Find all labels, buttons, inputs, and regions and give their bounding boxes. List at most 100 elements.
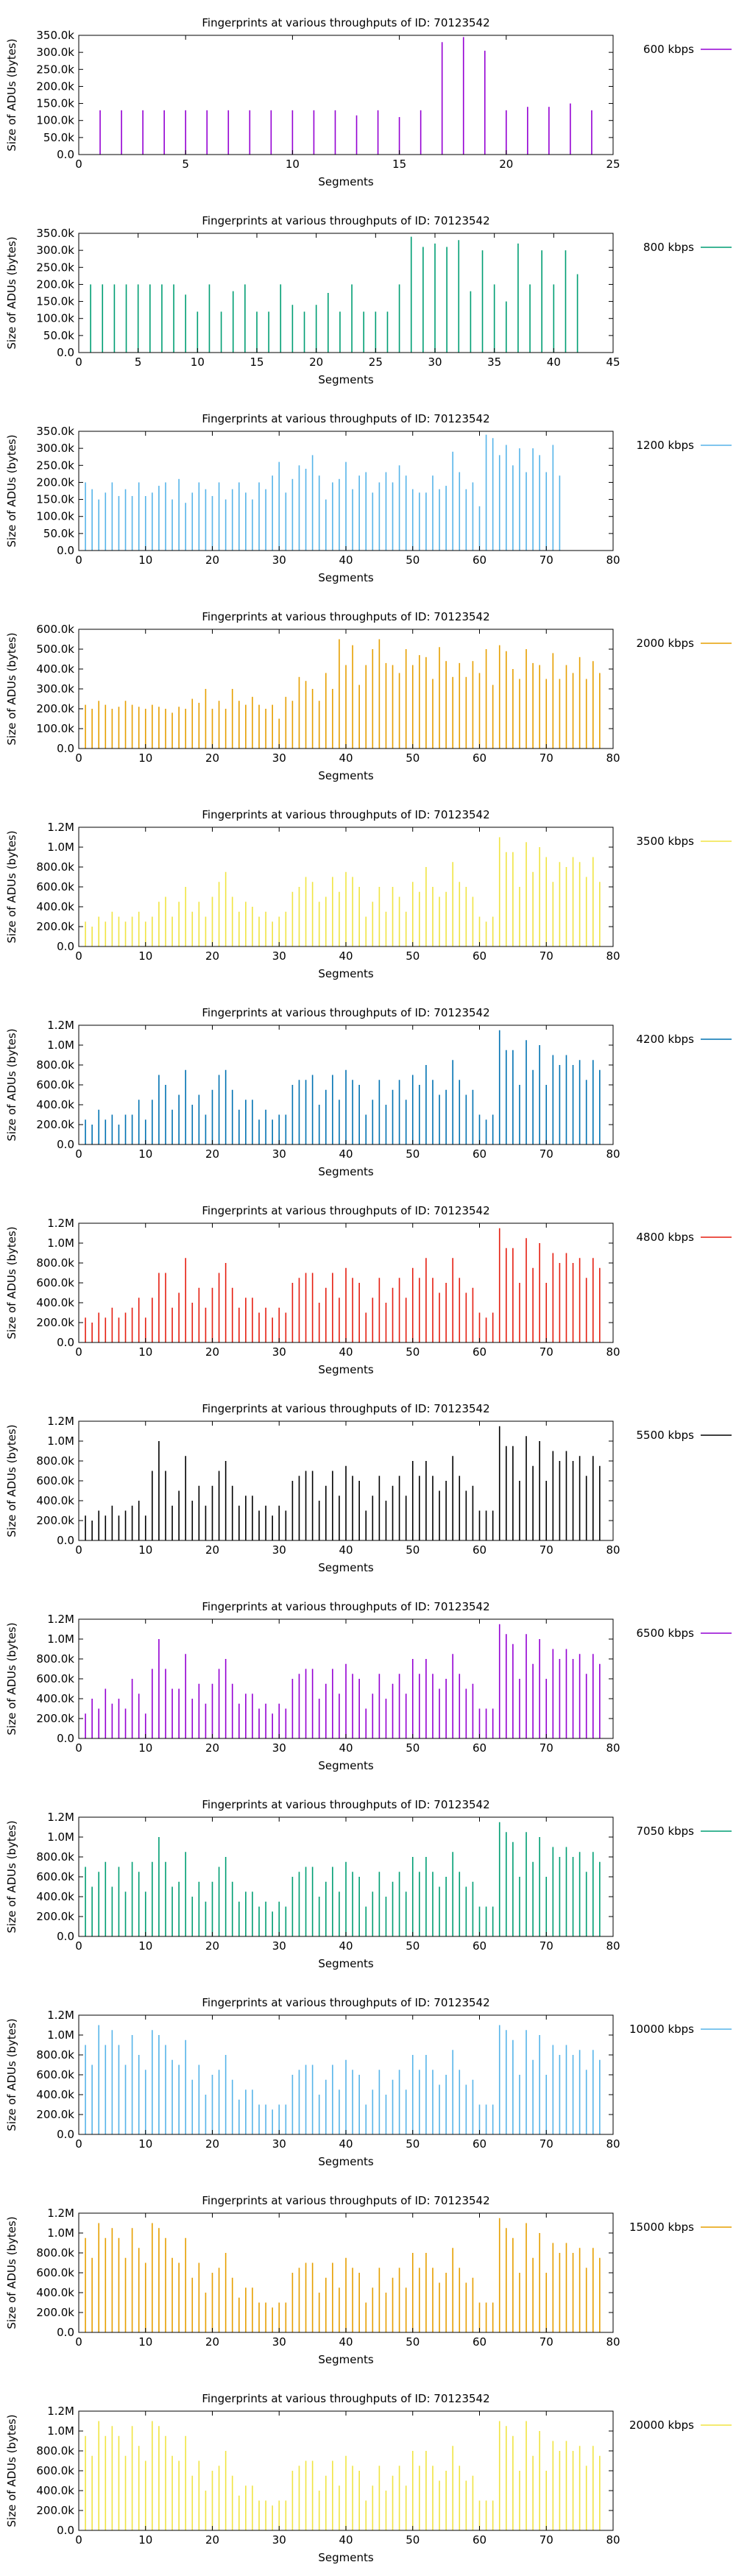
y-tick-label: 800.0k bbox=[36, 1454, 74, 1468]
y-tick-label: 200.0k bbox=[36, 1514, 74, 1527]
y-tick-label: 400.0k bbox=[36, 1692, 74, 1705]
x-tick-label: 60 bbox=[473, 2335, 486, 2349]
chart-title: Fingerprints at various throughputs of I… bbox=[202, 1798, 489, 1811]
y-tick-label: 1.2M bbox=[47, 2207, 74, 2220]
y-tick-label: 350.0k bbox=[36, 425, 74, 438]
y-tick-label: 0.0 bbox=[57, 940, 74, 953]
x-tick-label: 20 bbox=[205, 1939, 219, 1953]
y-tick-label: 1.0M bbox=[47, 1434, 74, 1448]
x-tick-label: 30 bbox=[272, 751, 286, 765]
plot-frame bbox=[78, 233, 614, 353]
x-tick-label: 0 bbox=[75, 2335, 82, 2349]
y-tick-label: 600.0k bbox=[36, 2068, 74, 2081]
x-tick-label: 70 bbox=[539, 751, 553, 765]
x-tick-label: 70 bbox=[539, 1345, 553, 1359]
x-axis-label: Segments bbox=[318, 1561, 374, 1574]
x-tick-label: 30 bbox=[272, 2335, 286, 2349]
y-tick-label: 0.0 bbox=[57, 544, 74, 557]
x-tick-label: 80 bbox=[606, 751, 620, 765]
x-tick-label: 70 bbox=[539, 1939, 553, 1953]
chart-title: Fingerprints at various throughputs of I… bbox=[202, 808, 489, 821]
y-tick-label: 800.0k bbox=[36, 1652, 74, 1666]
y-tick-label: 100.0k bbox=[36, 510, 74, 523]
x-tick-label: 30 bbox=[272, 1741, 286, 1755]
x-tick-label: 40 bbox=[339, 2137, 353, 2151]
y-tick-label: 150.0k bbox=[36, 493, 74, 506]
x-tick-label: 80 bbox=[606, 2137, 620, 2151]
x-tick-label: 20 bbox=[499, 158, 513, 171]
legend-label: 3500 kbps bbox=[637, 835, 695, 848]
y-tick-label: 1.2M bbox=[47, 1019, 74, 1032]
x-axis-label: Segments bbox=[318, 2353, 374, 2366]
x-tick-label: 20 bbox=[309, 355, 323, 369]
y-tick-label: 1.0M bbox=[47, 841, 74, 854]
legend-label: 5500 kbps bbox=[637, 1429, 695, 1442]
x-tick-label: 60 bbox=[473, 949, 486, 963]
x-tick-label: 40 bbox=[547, 355, 561, 369]
legend-label: 600 kbps bbox=[643, 43, 694, 56]
x-tick-label: 25 bbox=[369, 355, 383, 369]
y-tick-label: 1.0M bbox=[47, 1830, 74, 1844]
x-tick-label: 50 bbox=[406, 2137, 420, 2151]
x-tick-label: 10 bbox=[138, 553, 152, 567]
y-axis-label: Size of ADUs (bytes) bbox=[5, 236, 18, 349]
y-tick-label: 0.0 bbox=[57, 1534, 74, 1547]
legend-label: 20000 kbps bbox=[629, 2418, 694, 2432]
legend-label: 4800 kbps bbox=[637, 1231, 695, 1244]
x-tick-label: 80 bbox=[606, 1345, 620, 1359]
chart-panel: Fingerprints at various throughputs of I… bbox=[5, 2392, 732, 2564]
y-tick-label: 600.0k bbox=[36, 2464, 74, 2477]
x-tick-label: 30 bbox=[272, 553, 286, 567]
legend-label: 1200 kbps bbox=[637, 439, 695, 452]
y-tick-label: 1.2M bbox=[47, 1217, 74, 1230]
x-axis-label: Segments bbox=[318, 967, 374, 980]
y-tick-label: 400.0k bbox=[36, 900, 74, 913]
x-tick-label: 5 bbox=[182, 158, 189, 171]
y-tick-label: 200.0k bbox=[36, 1712, 74, 1725]
x-tick-label: 50 bbox=[406, 1147, 420, 1161]
x-tick-label: 50 bbox=[406, 751, 420, 765]
y-tick-label: 250.0k bbox=[36, 261, 74, 274]
x-tick-label: 50 bbox=[406, 553, 420, 567]
y-axis-label: Size of ADUs (bytes) bbox=[5, 1622, 18, 1735]
x-tick-label: 20 bbox=[205, 949, 219, 963]
x-tick-label: 40 bbox=[339, 553, 353, 567]
y-tick-label: 300.0k bbox=[36, 244, 74, 257]
x-tick-label: 0 bbox=[75, 2137, 82, 2151]
chart-panel: Fingerprints at various throughputs of I… bbox=[5, 1006, 732, 1178]
x-tick-label: 15 bbox=[392, 158, 406, 171]
x-tick-label: 70 bbox=[539, 553, 553, 567]
y-tick-label: 1.2M bbox=[47, 1613, 74, 1626]
y-tick-label: 0.0 bbox=[57, 346, 74, 359]
chart-title: Fingerprints at various throughputs of I… bbox=[202, 1600, 489, 1613]
y-tick-label: 150.0k bbox=[36, 295, 74, 308]
y-tick-label: 200.0k bbox=[36, 2306, 74, 2319]
y-tick-label: 350.0k bbox=[36, 29, 74, 42]
x-tick-label: 20 bbox=[205, 553, 219, 567]
x-tick-label: 60 bbox=[473, 553, 486, 567]
y-axis-label: Size of ADUs (bytes) bbox=[5, 1028, 18, 1141]
y-tick-label: 800.0k bbox=[36, 2048, 74, 2062]
y-tick-label: 0.0 bbox=[57, 148, 74, 161]
x-tick-label: 0 bbox=[75, 1939, 82, 1953]
x-tick-label: 35 bbox=[487, 355, 501, 369]
y-tick-label: 800.0k bbox=[36, 1256, 74, 1270]
x-tick-label: 40 bbox=[339, 2335, 353, 2349]
y-tick-label: 800.0k bbox=[36, 2444, 74, 2458]
y-tick-label: 400.0k bbox=[36, 1296, 74, 1309]
x-tick-label: 80 bbox=[606, 1939, 620, 1953]
y-axis-label: Size of ADUs (bytes) bbox=[5, 2216, 18, 2329]
y-tick-label: 400.0k bbox=[36, 1494, 74, 1507]
x-tick-label: 0 bbox=[75, 751, 82, 765]
x-tick-label: 0 bbox=[75, 949, 82, 963]
x-tick-label: 5 bbox=[135, 355, 142, 369]
y-tick-label: 100.0k bbox=[36, 722, 74, 735]
legend-label: 15000 kbps bbox=[629, 2221, 694, 2234]
x-tick-label: 70 bbox=[539, 2137, 553, 2151]
x-tick-label: 40 bbox=[339, 1741, 353, 1755]
chart-panel: Fingerprints at various throughputs of I… bbox=[5, 1600, 732, 1772]
x-axis-label: Segments bbox=[318, 1957, 374, 1970]
x-tick-label: 80 bbox=[606, 949, 620, 963]
x-tick-label: 80 bbox=[606, 1147, 620, 1161]
x-tick-label: 20 bbox=[205, 1147, 219, 1161]
